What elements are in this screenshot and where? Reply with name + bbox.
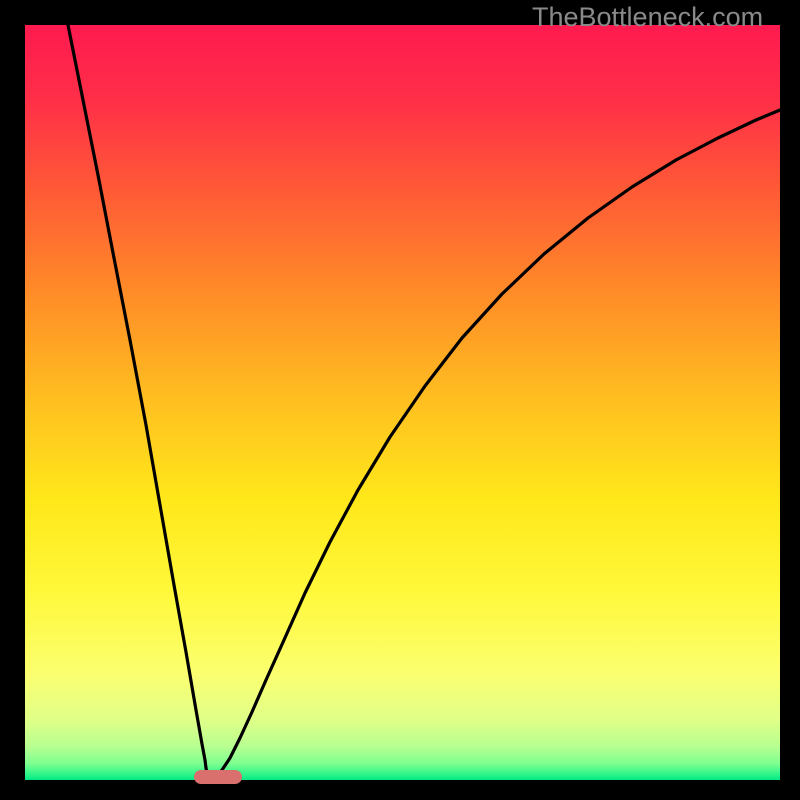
watermark-text: TheBottleneck.com	[532, 2, 763, 33]
chart-root: TheBottleneck.com	[0, 0, 800, 800]
plot-border-left	[0, 0, 25, 800]
plot-gradient-background	[25, 25, 780, 780]
plot-border-right	[780, 0, 800, 800]
plot-border-bottom	[0, 780, 800, 800]
